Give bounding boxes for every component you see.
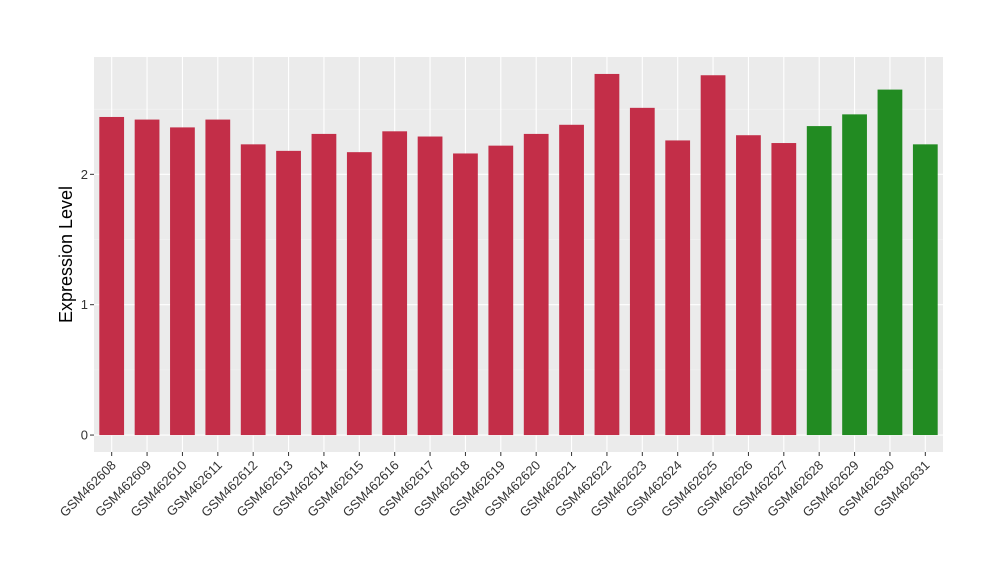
plot-panel bbox=[94, 57, 943, 452]
y-axis: 0 1 2 bbox=[81, 167, 94, 443]
bar-GSM462616 bbox=[382, 131, 408, 436]
bar-GSM462612 bbox=[240, 144, 266, 436]
bar-GSM462623 bbox=[629, 107, 655, 436]
y-tick-label: 0 bbox=[81, 428, 88, 443]
bar-GSM462610 bbox=[170, 127, 195, 436]
bar-GSM462617 bbox=[417, 136, 443, 436]
bar-GSM462630 bbox=[877, 89, 903, 436]
bar-GSM462621 bbox=[559, 124, 584, 436]
bar-GSM462608 bbox=[99, 116, 125, 436]
y-tick-label: 2 bbox=[81, 167, 88, 182]
x-axis: GSM462608GSM462609GSM462610GSM462611GSM4… bbox=[57, 452, 932, 520]
y-tick-label: 1 bbox=[81, 297, 88, 312]
bar-GSM462627 bbox=[771, 143, 797, 436]
bar-GSM462619 bbox=[488, 145, 514, 436]
bar-GSM462626 bbox=[736, 135, 761, 436]
bar-GSM462620 bbox=[523, 133, 549, 436]
bar-GSM462609 bbox=[134, 119, 160, 436]
bar-GSM462631 bbox=[912, 144, 938, 436]
bar-GSM462625 bbox=[700, 75, 726, 436]
bar-GSM462613 bbox=[276, 150, 301, 436]
bar-GSM462624 bbox=[665, 140, 691, 436]
bar-GSM462628 bbox=[806, 126, 832, 436]
y-axis-title: Expression Level bbox=[56, 186, 76, 323]
bar-GSM462622 bbox=[594, 73, 620, 436]
bars bbox=[99, 73, 938, 436]
bar-GSM462615 bbox=[346, 152, 372, 436]
bar-GSM462629 bbox=[842, 114, 867, 436]
bar-GSM462611 bbox=[205, 119, 231, 436]
bar-GSM462618 bbox=[453, 153, 478, 436]
bar-GSM462614 bbox=[311, 133, 337, 436]
